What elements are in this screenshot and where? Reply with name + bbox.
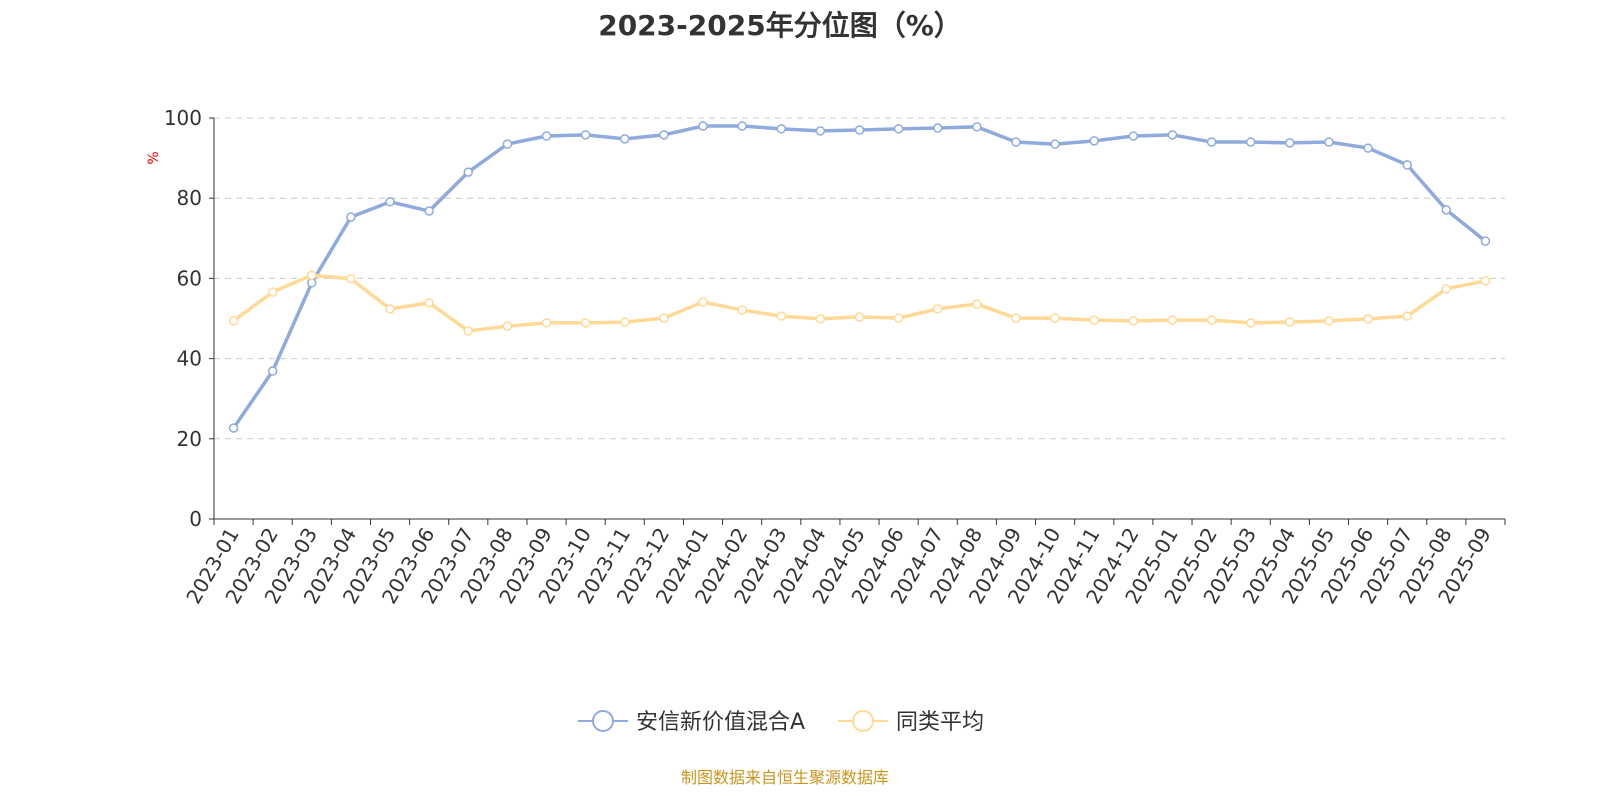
data-point: [228, 316, 239, 326]
data-point: [1480, 276, 1491, 286]
data-point: [1441, 205, 1452, 215]
data-point: [1206, 315, 1217, 325]
data-point: [424, 206, 434, 216]
y-axis-label: %: [146, 151, 162, 164]
data-point: [932, 304, 943, 314]
data-point: [1011, 313, 1021, 323]
data-point: [346, 212, 356, 222]
data-point: [541, 131, 552, 141]
data-point: [659, 130, 669, 140]
data-point: [463, 326, 474, 336]
data-point: [776, 124, 787, 134]
data-point: [698, 121, 708, 131]
data-point: [502, 139, 513, 149]
legend-marker-1: [852, 710, 874, 732]
data-point: [1324, 137, 1334, 147]
y-tick-label: 100: [164, 106, 202, 130]
data-point: [463, 167, 474, 177]
data-point: [815, 314, 826, 324]
data-point: [1128, 131, 1139, 141]
data-point: [1089, 315, 1099, 325]
data-point: [1089, 136, 1099, 146]
data-point: [1167, 315, 1178, 325]
data-point: [1402, 311, 1412, 321]
data-point: [620, 134, 630, 144]
legend-marker-0: [592, 710, 614, 732]
data-point: [972, 122, 982, 132]
data-point: [1206, 137, 1217, 147]
data-point: [346, 274, 356, 284]
data-point: [776, 311, 787, 321]
y-tick-label: 40: [177, 347, 202, 371]
data-point: [1011, 137, 1021, 147]
y-tick-label: 80: [177, 186, 202, 210]
data-point: [307, 278, 317, 288]
data-point: [1480, 236, 1491, 246]
data-point: [1363, 143, 1373, 153]
data-point: [1245, 318, 1256, 328]
data-point: [1167, 130, 1178, 140]
data-point: [893, 313, 904, 323]
series-line-0: [232, 124, 1487, 429]
data-point: [1363, 314, 1373, 324]
data-point: [1441, 284, 1452, 294]
data-point: [1285, 138, 1295, 148]
data-point: [1285, 317, 1295, 327]
data-point: [815, 126, 826, 136]
data-point: [854, 125, 865, 135]
data-point: [854, 312, 865, 322]
data-point: [424, 298, 434, 308]
data-point: [267, 287, 278, 297]
data-point: [580, 130, 591, 140]
data-point: [1324, 316, 1334, 326]
y-tick-label: 20: [177, 427, 202, 451]
data-point: [1245, 137, 1256, 147]
data-point: [1050, 313, 1060, 323]
chart-title: 2023-2025年分位图（%）: [598, 9, 962, 42]
data-point: [267, 366, 278, 376]
data-point: [1402, 160, 1412, 170]
series-line-1: [232, 273, 1486, 333]
y-tick-label: 0: [189, 507, 202, 531]
data-point: [580, 318, 591, 328]
data-point: [737, 121, 747, 131]
y-tick-label: 60: [177, 266, 202, 290]
data-point: [620, 317, 630, 327]
data-point: [541, 318, 552, 328]
data-point: [385, 304, 395, 314]
data-source-footer: 制图数据来自恒生聚源数据库: [680, 768, 889, 787]
data-point: [932, 123, 943, 133]
data-point: [893, 124, 904, 134]
data-point: [659, 313, 669, 323]
data-point: [972, 299, 982, 309]
data-point: [1050, 139, 1060, 149]
data-point: [737, 305, 747, 315]
legend-label-0: 安信新价值混合A: [636, 710, 805, 735]
data-point: [385, 197, 395, 207]
legend-label-1: 同类平均: [896, 710, 984, 735]
data-point: [698, 297, 708, 307]
data-point: [1128, 316, 1139, 326]
data-point: [228, 423, 239, 433]
data-point: [502, 321, 513, 331]
data-point: [307, 270, 317, 280]
